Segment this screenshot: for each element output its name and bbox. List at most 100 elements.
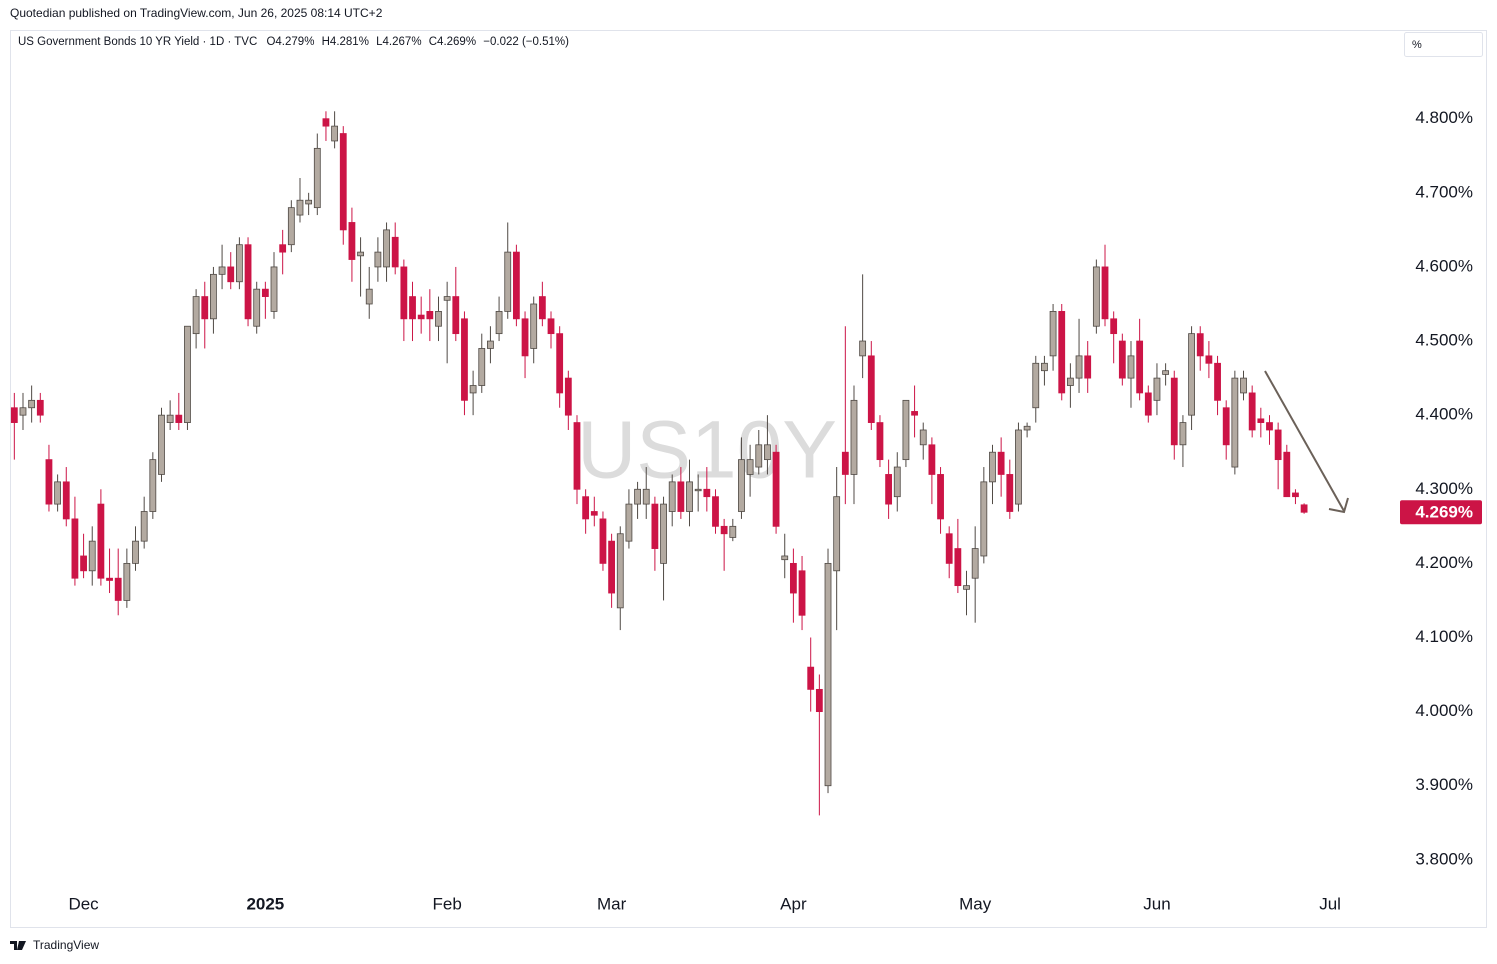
candle-body — [184, 325, 191, 423]
candle-body — [1274, 429, 1282, 461]
candle-body — [781, 555, 789, 561]
candle-body — [530, 303, 538, 349]
x-tick-label: Jun — [1143, 894, 1170, 913]
candle-body — [798, 570, 806, 616]
unit-label[interactable]: % — [1412, 39, 1422, 51]
candle-body — [1066, 377, 1074, 386]
y-tick-label: 3.900% — [1415, 775, 1473, 794]
candle-body — [1257, 418, 1265, 423]
candle-body — [435, 311, 442, 327]
candle-body — [1032, 362, 1040, 409]
candle-body — [244, 244, 252, 320]
candle-body — [400, 266, 408, 320]
candle-body — [1170, 377, 1178, 446]
candle-body — [114, 577, 122, 601]
x-tick-label: Dec — [68, 894, 99, 913]
candle-body — [703, 488, 711, 498]
candle-body — [383, 229, 390, 268]
candle-body — [1092, 266, 1100, 327]
y-tick-label: 4.400% — [1415, 405, 1473, 424]
y-tick-label: 4.500% — [1415, 331, 1473, 350]
candle-body — [928, 444, 936, 475]
candle-body — [218, 266, 226, 275]
candle-body — [487, 340, 494, 349]
candle-body — [945, 533, 953, 564]
candle-body — [80, 555, 87, 572]
candle-body — [175, 414, 183, 423]
candle-body — [504, 251, 512, 312]
arrow-line — [1264, 370, 1345, 512]
unit-box[interactable] — [1404, 32, 1483, 57]
tradingview-logo: TradingView — [10, 938, 99, 952]
candle-body — [1153, 377, 1161, 401]
candle-body — [1075, 355, 1083, 379]
candle-body — [764, 444, 771, 461]
y-tick-label: 4.300% — [1415, 479, 1473, 498]
published-note: Quotedian published on TradingView.com, … — [10, 6, 383, 20]
candle-body — [971, 548, 979, 579]
candle-body — [1015, 429, 1022, 505]
candle-body — [261, 288, 269, 297]
candle-body — [36, 399, 44, 416]
candle-body — [1058, 311, 1066, 394]
candle-body — [1118, 340, 1126, 379]
footer-brand: TradingView — [33, 938, 99, 952]
candle-body — [815, 688, 823, 713]
y-tick-label: 4.100% — [1415, 627, 1473, 646]
legend: US Government Bonds 10 YR Yield · 1D · T… — [18, 36, 569, 48]
y-tick-label: 3.800% — [1415, 849, 1473, 868]
candle-body — [937, 474, 944, 520]
candle-body — [1283, 451, 1291, 498]
candle-body — [54, 481, 62, 505]
candle-body — [1144, 392, 1152, 416]
candle-body — [807, 666, 815, 690]
x-tick-label: Feb — [432, 894, 461, 913]
candle-body — [1300, 504, 1308, 513]
candle-body — [850, 399, 858, 475]
candle-body — [1110, 318, 1118, 335]
candle-body — [469, 385, 477, 394]
candle-body — [911, 411, 918, 416]
candle-body — [893, 466, 901, 498]
candle-body — [227, 266, 235, 283]
candle-body — [1136, 340, 1144, 394]
candle-body — [616, 533, 624, 609]
y-tick-label: 4.000% — [1415, 701, 1473, 720]
candle-body — [62, 481, 70, 520]
candle-body — [1162, 370, 1170, 375]
candle-body — [634, 488, 641, 505]
candle-body — [1196, 333, 1204, 357]
candle-body — [443, 296, 451, 301]
candle-body — [495, 311, 503, 335]
legend-symbol: US Government Bonds 10 YR Yield · 1D · T… — [18, 36, 257, 48]
candle-body — [210, 273, 217, 320]
candle-body — [989, 451, 996, 483]
candle-body — [71, 518, 79, 579]
candle-body — [712, 496, 719, 527]
candle-body — [642, 488, 650, 505]
y-tick-label: 4.800% — [1415, 108, 1473, 127]
candle-body — [331, 125, 339, 142]
candle-body — [1084, 355, 1092, 379]
candle-body — [365, 288, 373, 305]
candle-body — [677, 481, 685, 512]
candle-body — [867, 355, 875, 423]
candle-body — [1222, 407, 1230, 446]
legend-open: O4.279% — [266, 36, 314, 48]
candle-body — [997, 451, 1005, 475]
candle-body — [452, 296, 460, 335]
candle-body — [963, 585, 970, 590]
candle-body — [1205, 355, 1213, 364]
candle-body — [789, 562, 797, 594]
candle-body — [1248, 392, 1256, 431]
candle-body — [1101, 266, 1109, 320]
candle-body — [902, 399, 910, 461]
candle-body — [1292, 492, 1299, 498]
candle-body — [192, 296, 200, 335]
candle-body — [720, 525, 728, 535]
x-tick-label: Jul — [1319, 894, 1341, 913]
candle-body — [28, 399, 36, 409]
candle-body — [1023, 425, 1031, 431]
candle-body — [512, 251, 520, 320]
candle-body — [538, 296, 546, 320]
